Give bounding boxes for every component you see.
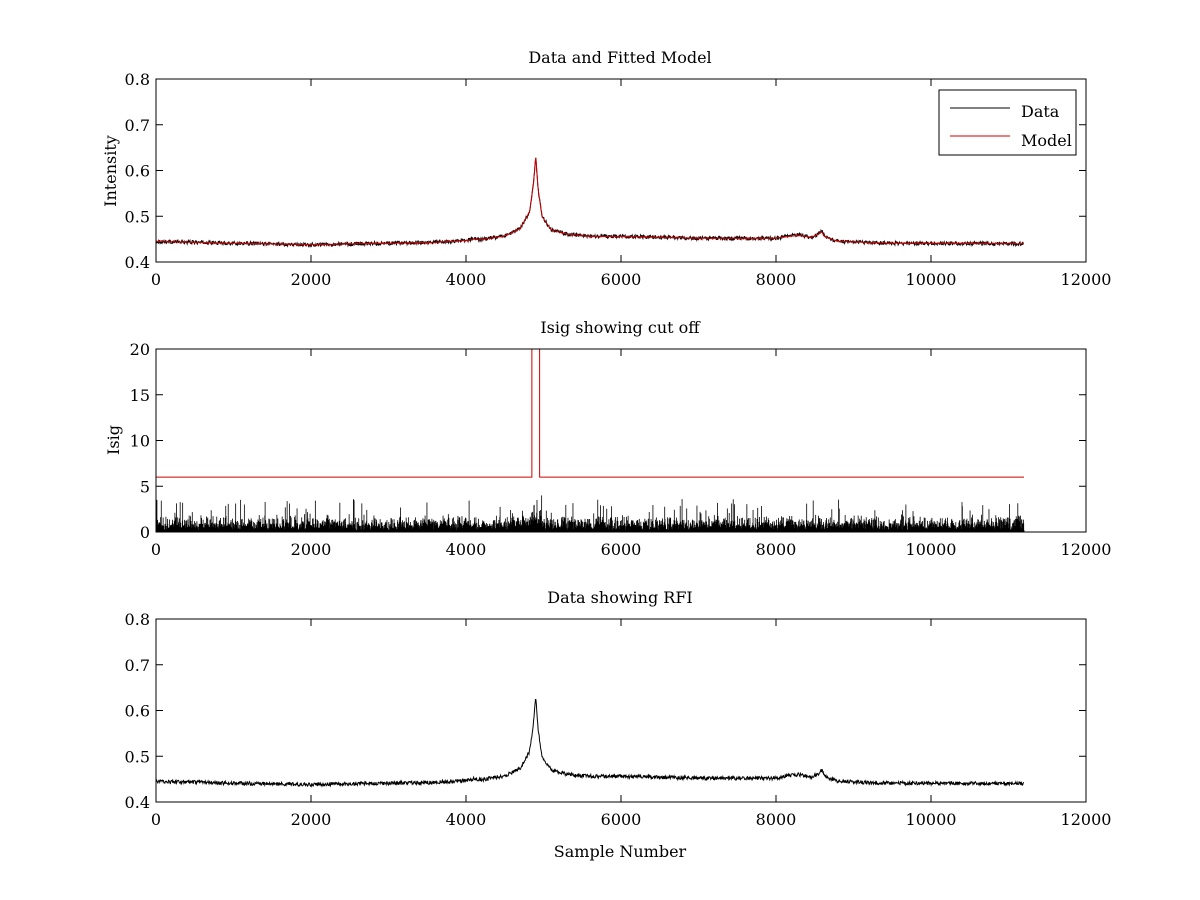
series-group [155, 698, 1025, 788]
x-tick-label: 12000 [1061, 270, 1112, 289]
y-tick-label: 0.7 [125, 656, 150, 675]
y-tick-label: 0.6 [125, 162, 150, 181]
plot-frame [155, 78, 1087, 263]
legend-label-data: Data [1021, 102, 1060, 121]
series-line-model [155, 158, 1024, 246]
y-tick-label: 0.4 [125, 253, 150, 272]
x-tick-label: 0 [151, 270, 161, 289]
x-tick-label: 12000 [1061, 540, 1112, 559]
panel-title: Data and Fitted Model [528, 48, 711, 67]
legend-label-model: Model [1021, 131, 1072, 150]
y-tick-label: 15 [130, 386, 150, 405]
x-tick-label: 8000 [756, 810, 797, 829]
plot-frame [155, 618, 1087, 803]
y-tick-label: 0 [140, 523, 150, 542]
x-tick-label: 8000 [756, 270, 797, 289]
x-tick-label: 2000 [291, 810, 332, 829]
y-tick-label: 0.4 [125, 793, 150, 812]
legend-box [938, 89, 1077, 156]
tick-group: 0 2000 4000 6000 8000 10000 12000 0 5 10 15 20 [130, 340, 1112, 559]
x-axis-label: Sample Number [554, 842, 687, 861]
x-tick-label: 6000 [601, 540, 642, 559]
y-tick-label: 5 [140, 477, 150, 496]
x-tick-label: 12000 [1061, 810, 1112, 829]
y-tick-label: 0.5 [125, 747, 150, 766]
x-tick-label: 6000 [601, 270, 642, 289]
series-group [155, 157, 1025, 248]
series-line-data [155, 698, 1025, 788]
y-tick-label: 0.7 [125, 116, 150, 135]
y-axis-label: Intensity [101, 135, 120, 207]
plot-frame [155, 348, 1087, 533]
x-tick-label: 6000 [601, 810, 642, 829]
y-tick-label: 0.5 [125, 207, 150, 226]
y-tick-label: 0.8 [125, 610, 150, 629]
panel-data-showing-rfi: Data showing RFI Sample Number 0 2000 4000… [125, 588, 1112, 861]
x-tick-label: 10000 [906, 810, 957, 829]
x-tick-label: 0 [151, 810, 161, 829]
y-tick-label: 0.6 [125, 702, 150, 721]
x-tick-label: 8000 [756, 540, 797, 559]
panel-data-and-fitted-model: Data and Fitted Model Intensity 0 2000 400… [101, 48, 1111, 289]
panel-title: Data showing RFI [547, 588, 692, 607]
panel-isig-showing-cut-off: Isig showing cut off Isig 0 2000 4000 6000 8… [104, 318, 1111, 559]
y-tick-label: 0.8 [125, 70, 150, 89]
legend: Data Model [938, 89, 1077, 156]
x-tick-label: 2000 [291, 540, 332, 559]
series-line-data [155, 157, 1025, 248]
x-tick-label: 4000 [446, 810, 487, 829]
x-tick-label: 0 [151, 540, 161, 559]
x-tick-label: 4000 [446, 270, 487, 289]
x-tick-label: 10000 [906, 540, 957, 559]
tick-group: 0 2000 4000 6000 8000 10000 12000 0.4 0.5 0.6 0.7 0… [125, 70, 1112, 289]
x-tick-label: 10000 [906, 270, 957, 289]
y-tick-label: 10 [130, 432, 150, 451]
x-tick-label: 2000 [291, 270, 332, 289]
y-axis-label: Isig [104, 425, 123, 455]
y-tick-label: 20 [130, 340, 150, 359]
panel-title: Isig showing cut off [540, 318, 701, 337]
tick-group: 0 2000 4000 6000 8000 10000 12000 0.4 0.5 0.6 0.7 0… [125, 610, 1112, 829]
x-tick-label: 4000 [446, 540, 487, 559]
